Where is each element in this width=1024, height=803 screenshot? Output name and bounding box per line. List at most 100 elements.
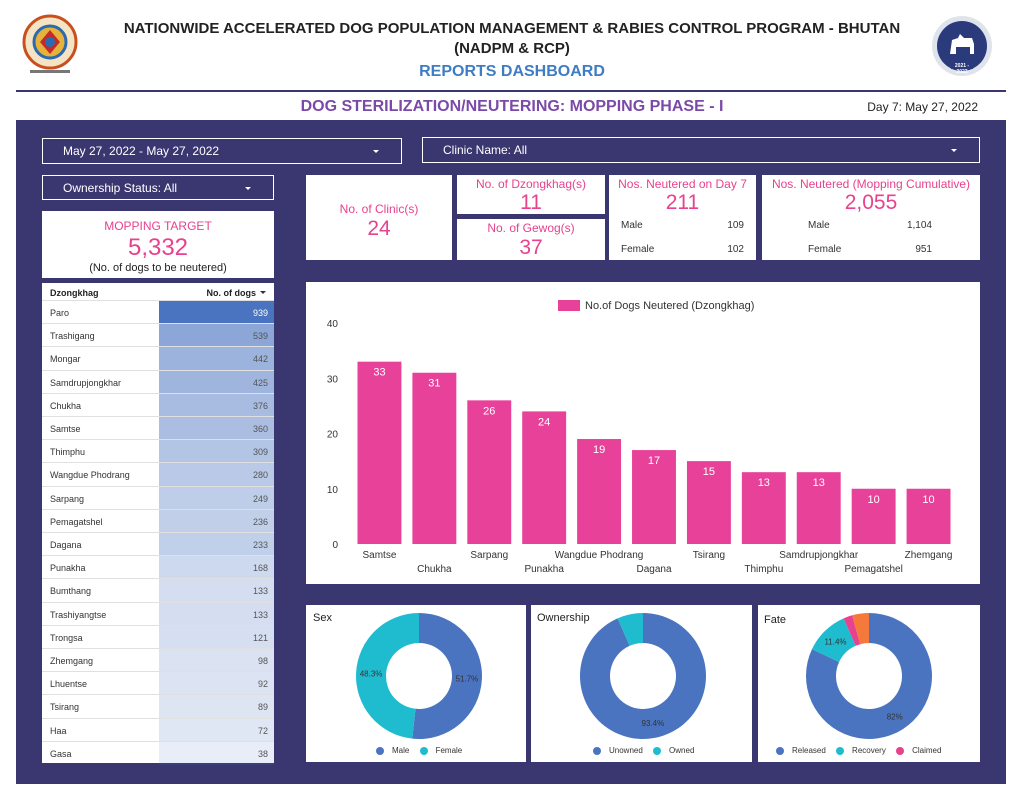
bar-chart-svg: No.of Dogs Neutered (Dzongkhag) 0 10 20 30 40… xyxy=(327,300,952,575)
legend-released: Released xyxy=(792,746,826,756)
table-row[interactable]: Lhuentse 92 xyxy=(42,671,274,696)
y-tick-label: 30 xyxy=(327,374,339,385)
table-row[interactable]: Samdrupjongkhar 425 xyxy=(42,369,274,394)
legend-dot xyxy=(653,746,662,755)
row-dog-count: 939 xyxy=(252,308,268,318)
bar xyxy=(796,472,841,544)
sex-legend: Male Female xyxy=(376,746,470,755)
legend-owned: Owned xyxy=(669,746,695,756)
y-tick-label: 20 xyxy=(327,430,339,441)
ownership-filter-dropdown[interactable]: Ownership Status: All xyxy=(42,175,274,200)
row-dog-count: 98 xyxy=(257,656,268,666)
table-row[interactable]: Wangdue Phodrang 280 xyxy=(42,462,274,487)
value-heat-cell xyxy=(159,440,274,464)
target-label: MOPPING TARGET xyxy=(104,219,212,233)
row-dog-count: 92 xyxy=(257,679,268,690)
date-range-picker[interactable]: May 27, 2022 - May 27, 2022 xyxy=(42,138,402,164)
row-dzongkhag: Samtse xyxy=(50,424,81,434)
legend-dot xyxy=(376,746,384,755)
ownership-donut-card: Ownership 93.4% Unowned Owned xyxy=(531,605,752,762)
table-row[interactable]: Trongsa 121 xyxy=(42,624,274,649)
value-heat-cell xyxy=(159,579,274,603)
x-tick-label: Pemagatshel xyxy=(844,564,902,575)
value-heat-cell xyxy=(159,741,274,765)
table-row[interactable]: Paro 939 xyxy=(42,300,274,324)
sort-desc-icon[interactable] xyxy=(260,291,266,294)
row-dzongkhag: Wangdue Phodrang xyxy=(50,470,130,481)
row-dog-count: 442 xyxy=(252,354,268,365)
table-header-dzongkhag[interactable]: Dzongkhag xyxy=(50,288,99,298)
value-heat-cell xyxy=(159,625,274,649)
row-dog-count: 168 xyxy=(252,563,268,574)
row-dog-count: 133 xyxy=(252,586,268,597)
bar-data-label: 17 xyxy=(648,455,660,467)
fate-chart-title: Fate xyxy=(764,614,787,626)
section-title: DOG STERILIZATION/NEUTERING: MOPPING PHA… xyxy=(300,98,724,115)
table-row[interactable]: Trashigang 539 xyxy=(42,323,274,348)
table-row[interactable]: Dagana 233 xyxy=(42,532,274,556)
table-row[interactable]: Haa 72 xyxy=(42,717,274,742)
row-dzongkhag: Gasa xyxy=(50,748,72,759)
clinic-filter-dropdown[interactable]: Clinic Name: All xyxy=(422,137,980,163)
x-tick-label: Thimphu xyxy=(744,564,783,575)
chevron-down-icon xyxy=(373,150,379,153)
value-heat-cell xyxy=(159,393,274,417)
table-row[interactable]: Gasa 38 xyxy=(42,740,274,765)
table-row[interactable]: Tsirang 89 xyxy=(42,694,274,719)
nadpm-dog-logo-icon: 2021 - 2022 xyxy=(930,14,994,78)
table-row[interactable]: Bumthang 133 xyxy=(42,578,274,603)
table-row[interactable]: Samtse 360 xyxy=(42,416,274,440)
row-dog-count: 133 xyxy=(252,609,268,620)
row-dog-count: 249 xyxy=(252,493,268,504)
fate-legend: Released Recovery Claimed xyxy=(776,746,949,755)
row-dog-count: 539 xyxy=(252,331,268,342)
table-row[interactable]: Chukha 376 xyxy=(42,392,274,417)
table-row[interactable]: Thimphu 309 xyxy=(42,439,274,464)
table-row[interactable]: Pemagatshel 236 xyxy=(42,508,274,533)
day-label: Day 7: May 27, 2022 xyxy=(867,100,978,114)
bar-data-label: 13 xyxy=(813,477,825,489)
row-dog-count: 360 xyxy=(252,424,268,434)
legend-recovery: Recovery xyxy=(852,746,886,756)
sex-chart-title: Sex xyxy=(313,612,332,624)
row-dog-count: 89 xyxy=(257,702,268,713)
table-row[interactable]: Punakha 168 xyxy=(42,555,274,580)
legend-male: Male xyxy=(392,746,410,756)
day7-label: Nos. Neutered on Day 7 xyxy=(618,177,747,191)
bar xyxy=(632,450,676,544)
table-row[interactable]: Zhemgang 98 xyxy=(42,648,274,672)
ownership-legend: Unowned Owned xyxy=(593,746,702,755)
donut-slice xyxy=(355,613,419,739)
table-header-dogs[interactable]: No. of dogs xyxy=(206,288,257,298)
value-heat-cell xyxy=(159,486,274,510)
day7-female-value: 102 xyxy=(727,244,744,255)
cumulative-kpi-card: Nos. Neutered (Mopping Cumulative) 2,055… xyxy=(762,175,980,260)
donut-slice xyxy=(580,613,706,739)
chevron-down-icon xyxy=(951,149,957,152)
table-row[interactable]: Sarpang 249 xyxy=(42,485,274,510)
table-row[interactable]: Trashiyangtse 133 xyxy=(42,601,274,626)
date-range-text: May 27, 2022 - May 27, 2022 xyxy=(63,144,220,158)
slice-label: 11.4% xyxy=(824,638,846,647)
bar-data-label: 10 xyxy=(922,494,934,506)
row-dzongkhag: Pemagatshel xyxy=(50,516,103,527)
table-row[interactable]: Mongar 442 xyxy=(42,346,274,371)
value-heat-cell xyxy=(159,370,274,394)
value-heat-cell xyxy=(159,649,274,672)
bar xyxy=(686,461,731,544)
chart-legend-label: No.of Dogs Neutered (Dzongkhag) xyxy=(585,300,754,312)
value-heat-cell xyxy=(159,417,274,440)
slice-label: 93.4% xyxy=(642,719,665,728)
cumulative-female-label: Female xyxy=(808,244,842,255)
value-heat-cell xyxy=(159,695,274,719)
bar xyxy=(357,361,402,544)
dzongkhags-label: No. of Dzongkhag(s) xyxy=(475,177,587,191)
sex-donut-svg: 51.7% 48.3% xyxy=(355,613,482,739)
row-dzongkhag: Dagana xyxy=(50,540,82,550)
bar-data-label: 33 xyxy=(373,367,385,379)
y-tick-label: 40 xyxy=(327,319,339,330)
clinic-filter-text: Clinic Name: All xyxy=(443,143,528,157)
ownership-donut-svg: 93.4% xyxy=(580,613,706,739)
x-tick-label: Samtse xyxy=(363,550,397,561)
row-dog-count: 38 xyxy=(257,748,268,759)
